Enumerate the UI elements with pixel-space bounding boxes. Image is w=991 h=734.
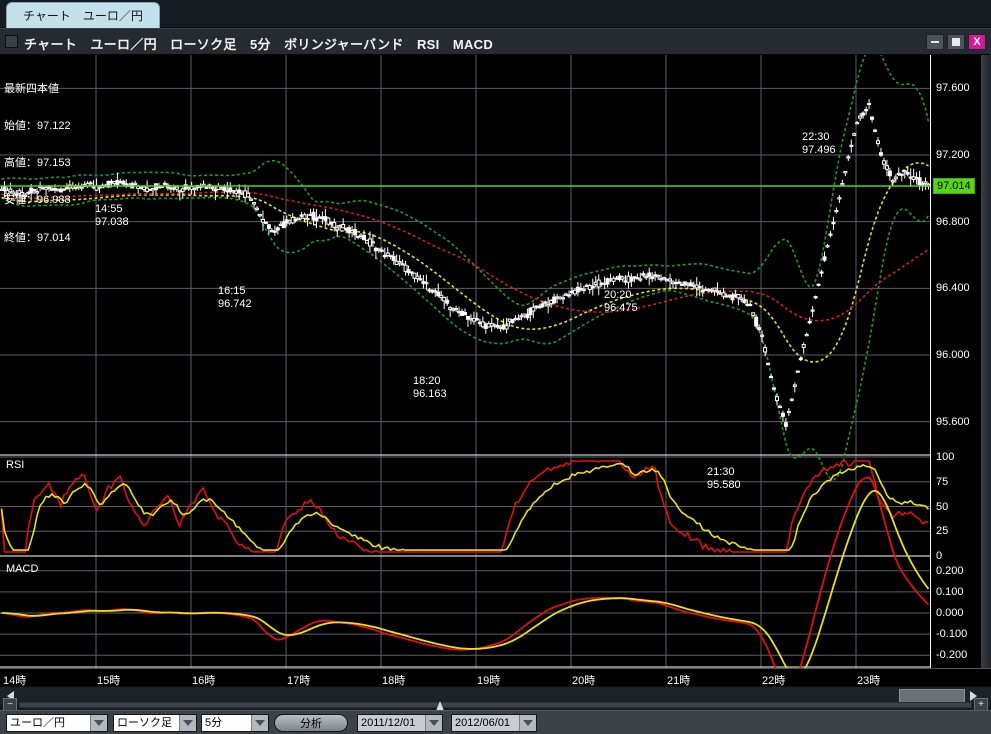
close-button[interactable]: X — [968, 34, 986, 50]
triangle-left-icon — [6, 691, 14, 701]
axis-label-2-4: -0.200 — [936, 649, 968, 662]
bottom-toolbar: ユーロ／円 ローソク足 5分 分析 2011/12/01 2012/06/01 — [0, 710, 991, 734]
interval-value: 5分 — [202, 715, 252, 731]
analyze-button[interactable]: 分析 — [274, 714, 348, 732]
chevron-down-icon[interactable] — [425, 715, 442, 731]
horizontal-scrollbar[interactable] — [0, 686, 991, 704]
chevron-down-icon[interactable] — [179, 715, 196, 731]
time-tick-4: 18時 — [382, 675, 406, 687]
time-tick-6: 20時 — [572, 675, 596, 687]
close-icon: X — [973, 36, 981, 48]
time-tick-1: 15時 — [97, 675, 121, 687]
ohlc-open: 始値：97.122 — [4, 120, 71, 133]
axis-label-2-0: 0.200 — [936, 564, 964, 577]
time-tick-9: 23時 — [857, 675, 881, 687]
tab-strip: チャート ユーロ／円 — [0, 0, 991, 28]
system-menu-icon[interactable] — [5, 35, 18, 48]
time-tick-0: 14時 — [3, 675, 27, 687]
time-tick-2: 16時 — [192, 675, 216, 687]
ohlc-heading: 最新四本値 — [4, 82, 59, 95]
minimize-icon — [931, 41, 939, 43]
axis-label-0-3: 96.400 — [936, 282, 970, 295]
symbol-value: ユーロ／円 — [7, 715, 91, 731]
axis-label-0-1: 97.200 — [936, 149, 970, 161]
time-tick-3: 17時 — [287, 675, 311, 687]
scroll-left-button[interactable] — [2, 688, 18, 704]
chart-canvas-area[interactable]: 最新四本値 始値：97.122 高値：97.153 安値：96.988 終値：9… — [0, 55, 991, 668]
axis-label-1-0: 100 — [936, 451, 955, 463]
zoom-slider-track[interactable] — [19, 701, 972, 718]
ohlc-info-box: 最新四本値 始値：97.122 高値：97.153 安値：96.988 終値：9… — [4, 58, 71, 269]
interval-select[interactable]: 5分 — [201, 714, 269, 732]
axis-label-1-1: 75 — [936, 475, 949, 488]
chart-svg — [0, 55, 930, 668]
macd-panel-label: MACD — [6, 563, 39, 575]
chevron-down-icon[interactable] — [519, 715, 536, 731]
axis-label-0-2: 96.800 — [936, 215, 970, 228]
axis-label-2-3: -0.100 — [936, 628, 968, 641]
ohlc-high: 高値：97.153 — [4, 157, 71, 170]
chevron-down-icon[interactable] — [90, 715, 107, 731]
scroll-right-button[interactable] — [965, 688, 981, 704]
symbol-select[interactable]: ユーロ／円 — [6, 714, 108, 732]
minimize-button[interactable] — [926, 34, 944, 50]
axis-label-0-4: 96.000 — [936, 349, 970, 361]
chevron-down-icon[interactable] — [251, 715, 268, 731]
window-right-edge — [981, 55, 991, 668]
axis-label-0-0: 97.600 — [936, 82, 970, 95]
axis-label-1-2: 50 — [936, 500, 949, 513]
zoom-slider-row[interactable]: − + — [0, 698, 991, 718]
axis-label-2-2: 0.000 — [936, 607, 964, 619]
date-to-select[interactable]: 2012/06/01 — [451, 714, 537, 732]
time-axis: 14時 15時 16時 17時 18時 19時 20時 21時 22時 23時 — [0, 668, 991, 687]
last-price-tag: 97.014 — [933, 178, 975, 194]
rsi-panel-label: RSI — [6, 459, 25, 471]
axis-label-1-4: 0 — [936, 550, 943, 562]
ohlc-low: 安値：96.988 — [4, 194, 71, 207]
time-tick-5: 19時 — [477, 675, 501, 687]
triangle-right-icon — [969, 691, 977, 701]
time-tick-8: 22時 — [762, 675, 786, 687]
time-tick-7: 21時 — [667, 675, 691, 687]
tab-chart-eurjpy[interactable]: チャート ユーロ／円 — [6, 2, 160, 28]
chart-type-select[interactable]: ローソク足 — [113, 714, 197, 732]
maximize-icon — [952, 38, 960, 46]
chart-type-value: ローソク足 — [114, 715, 180, 731]
axis-label-1-3: 25 — [936, 525, 949, 538]
window-control-buttons: X — [926, 34, 986, 50]
plot-area[interactable] — [0, 55, 930, 668]
ohlc-close: 終値：97.014 — [4, 231, 71, 244]
axis-label-0-5: 95.600 — [936, 415, 970, 428]
date-from-select[interactable]: 2011/12/01 — [357, 714, 443, 732]
axis-separator — [930, 55, 931, 668]
window-title-bar: チャート ユーロ／円 ローソク足 5分 ボリンジャーバンド RSI MACD X — [0, 28, 991, 55]
axis-label-2-1: 0.100 — [936, 585, 964, 598]
date-to-value: 2012/06/01 — [452, 715, 520, 731]
maximize-button[interactable] — [947, 34, 965, 50]
price-axis: 97.600 97.200 96.800 96.400 96.000 95.600 100 7… — [930, 55, 981, 668]
date-from-value: 2011/12/01 — [358, 715, 426, 731]
window-title-text: チャート ユーロ／円 ローソク足 5分 ボリンジャーバンド RSI MACD — [24, 37, 494, 52]
